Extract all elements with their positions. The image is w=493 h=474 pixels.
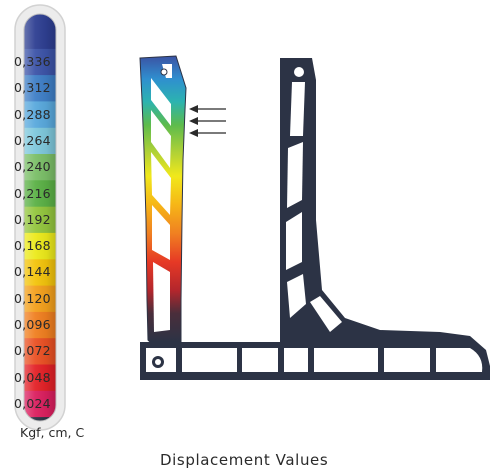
load-arrow-head	[189, 129, 198, 137]
color-scale-value: 0,072	[14, 343, 51, 359]
color-scale-value: 0,024	[14, 395, 51, 411]
color-scale-value: 0,288	[14, 106, 51, 122]
color-scale-value: 0,120	[14, 290, 51, 306]
color-scale-value: 0,144	[14, 264, 51, 280]
load-arrows	[189, 105, 226, 137]
units-label: Kgf, cm, C	[20, 425, 85, 440]
load-arrow-head	[189, 117, 198, 125]
load-arrow-head	[189, 105, 198, 113]
color-scale-value: 0,336	[14, 54, 51, 69]
color-scale-value: 0,312	[14, 80, 51, 96]
color-scale-value: 0,168	[14, 238, 51, 254]
color-scale-value: 0,096	[14, 317, 51, 332]
color-scale-value: 0,192	[14, 211, 51, 227]
figure-caption: Displacement Values	[160, 451, 329, 469]
color-scale-value: 0,048	[14, 369, 51, 385]
color-scale-value: 0,216	[14, 185, 51, 201]
deformed-profile	[139, 55, 187, 343]
color-scale-value: 0,264	[14, 132, 51, 148]
reference-profile	[140, 58, 490, 380]
color-scale-value: 0,240	[14, 159, 51, 175]
color-scale-bar	[14, 4, 66, 431]
